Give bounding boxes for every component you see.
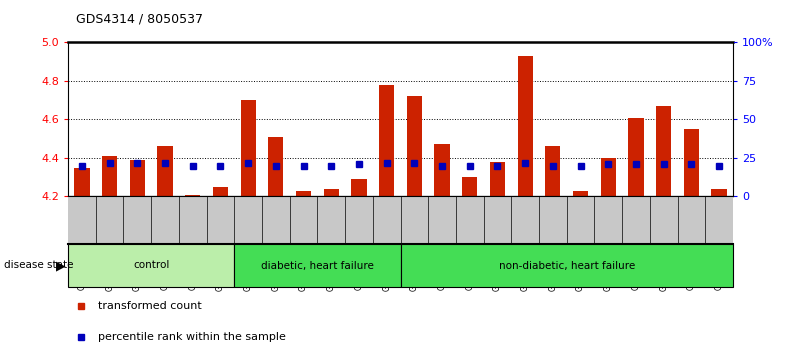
Bar — [324, 189, 339, 196]
Bar — [240, 100, 256, 196]
Bar — [434, 144, 449, 196]
Text: diabetic, heart failure: diabetic, heart failure — [261, 261, 374, 270]
Text: transformed count: transformed count — [98, 301, 202, 310]
Bar — [352, 179, 367, 196]
Bar — [213, 187, 228, 196]
Text: ▶: ▶ — [56, 259, 66, 272]
Bar — [573, 191, 588, 196]
Text: disease state: disease state — [4, 261, 74, 270]
Text: percentile rank within the sample: percentile rank within the sample — [98, 332, 286, 342]
Bar — [296, 191, 311, 196]
FancyBboxPatch shape — [68, 244, 235, 287]
Bar — [268, 137, 284, 196]
Bar — [545, 147, 561, 196]
Text: non-diabetic, heart failure: non-diabetic, heart failure — [498, 261, 635, 270]
Bar — [490, 162, 505, 196]
FancyBboxPatch shape — [400, 244, 733, 287]
Bar — [656, 106, 671, 196]
Bar — [379, 85, 394, 196]
Text: control: control — [133, 261, 169, 270]
Text: GDS4314 / 8050537: GDS4314 / 8050537 — [76, 12, 203, 25]
Bar — [130, 160, 145, 196]
Bar — [517, 56, 533, 196]
FancyBboxPatch shape — [235, 244, 400, 287]
Bar — [462, 177, 477, 196]
Bar — [74, 167, 90, 196]
Bar — [601, 158, 616, 196]
Bar — [711, 189, 727, 196]
Bar — [684, 129, 699, 196]
Bar — [628, 118, 643, 196]
Bar — [158, 147, 173, 196]
Bar — [407, 96, 422, 196]
Bar — [185, 195, 200, 196]
Bar — [102, 156, 117, 196]
